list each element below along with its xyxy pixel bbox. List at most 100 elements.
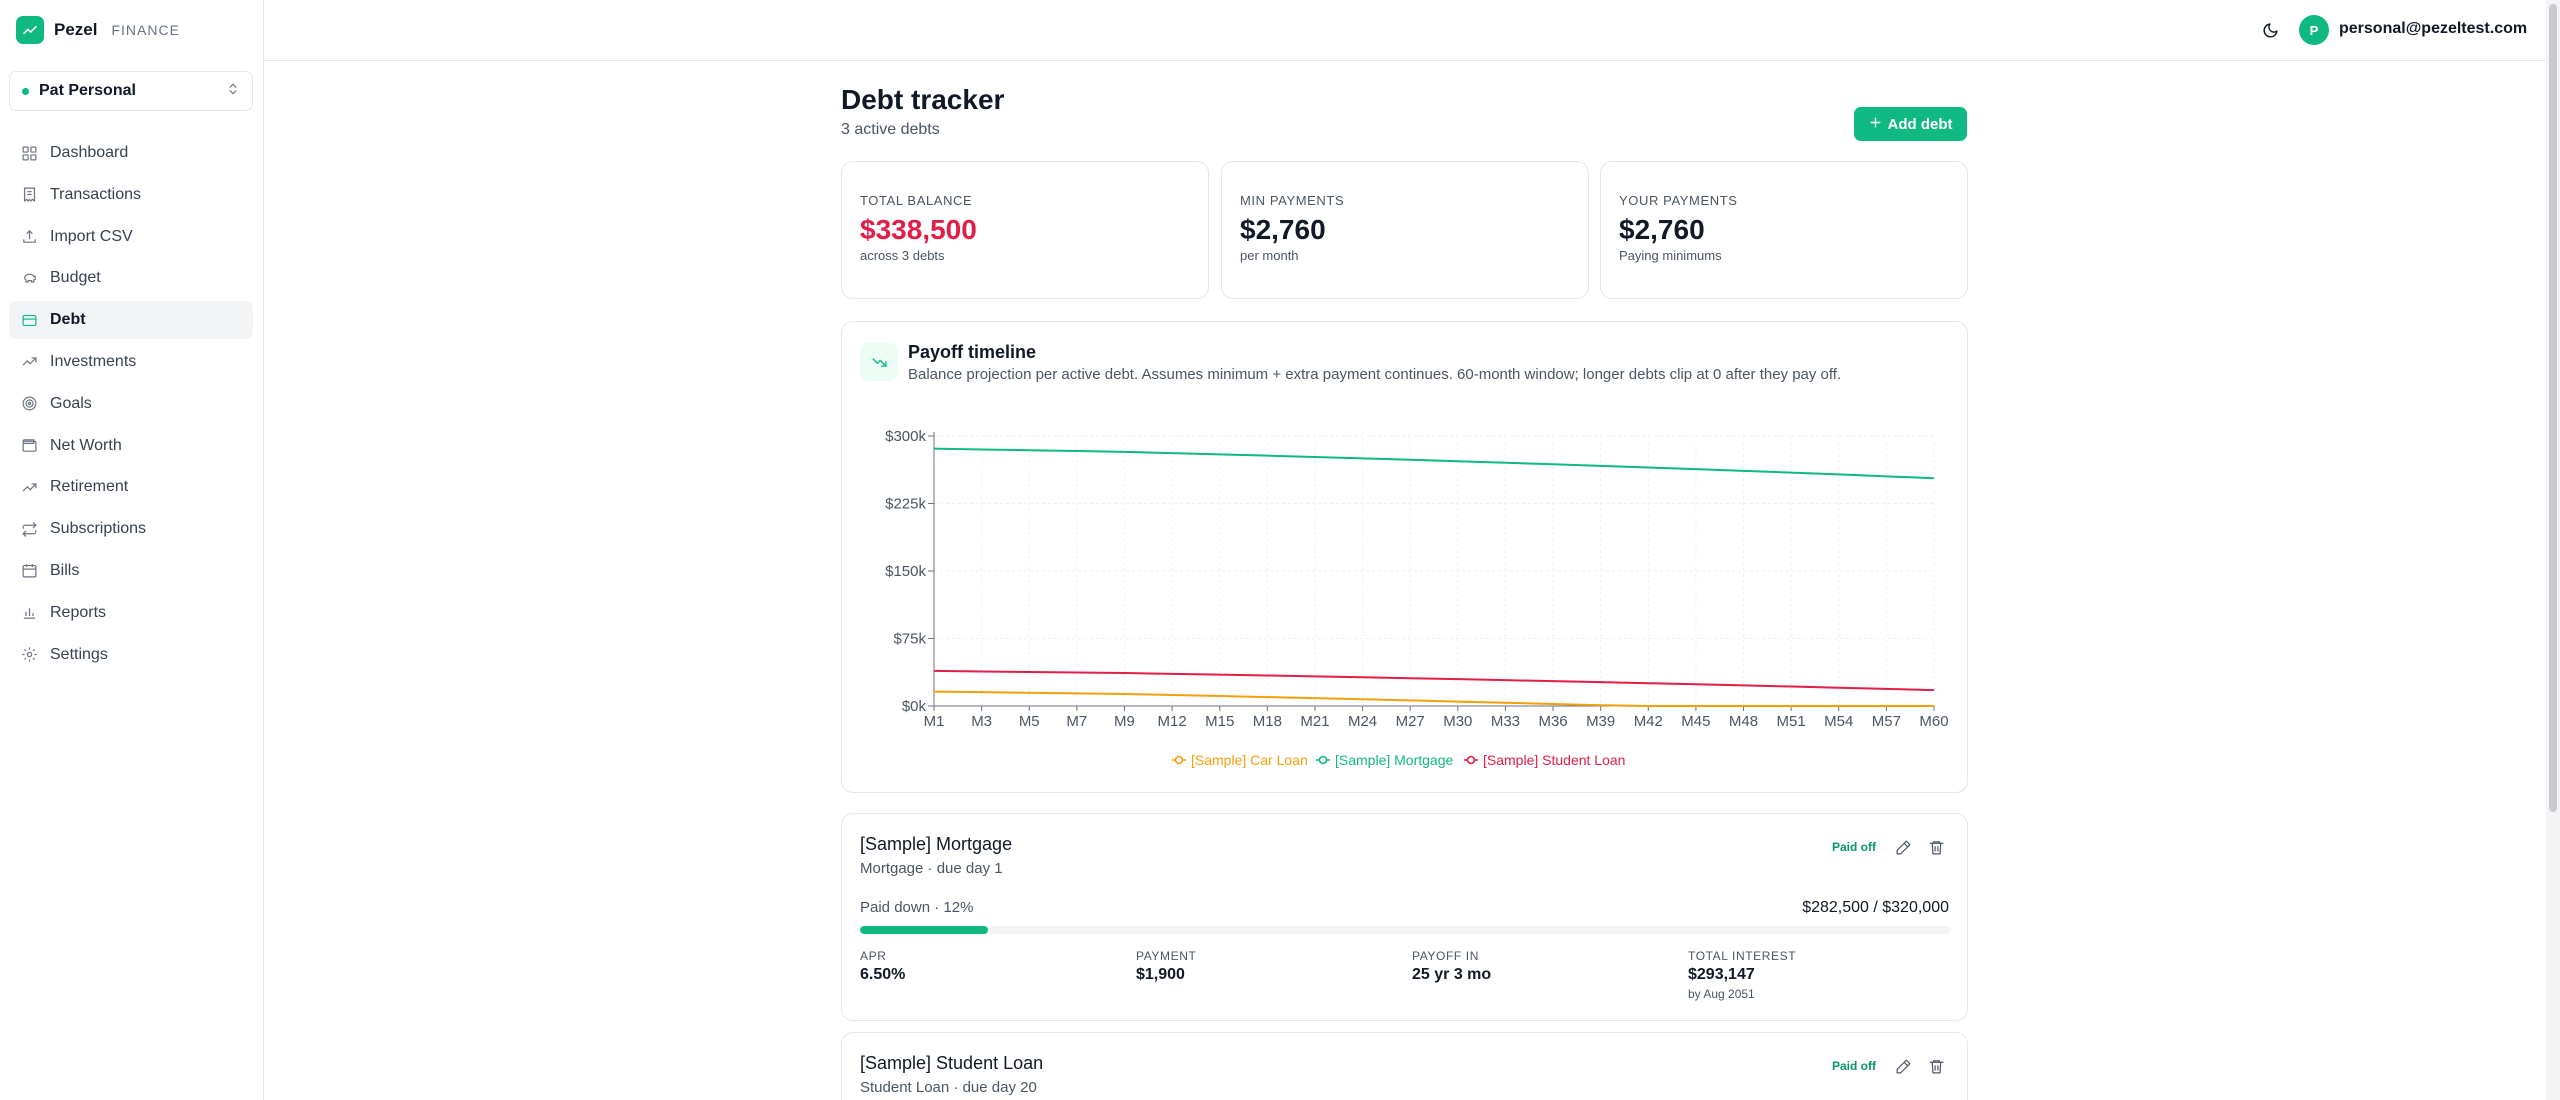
metric-label: TOTAL INTEREST <box>1688 949 1797 963</box>
sidebar-item-import-csv[interactable]: Import CSV <box>9 218 253 256</box>
x-tick-label: M45 <box>1681 713 1710 730</box>
sidebar-item-label: Goals <box>50 394 92 412</box>
legend-label: [Sample] Car Loan <box>1191 752 1308 768</box>
metric-value: 6.50% <box>860 966 906 983</box>
trash-icon[interactable] <box>1925 1055 1947 1077</box>
stat-label: MIN PAYMENTS <box>1240 193 1345 208</box>
x-tick-label: M57 <box>1872 713 1901 730</box>
calendar-icon <box>20 562 38 580</box>
profile-selector[interactable]: Pat Personal <box>9 71 253 111</box>
debt-card-mortgage: [Sample] Mortgage Mortgage · due day 1 P… <box>841 813 1968 1021</box>
metric-note: by Aug 2051 <box>1688 987 1755 1001</box>
sidebar-item-investments[interactable]: Investments <box>9 343 253 381</box>
x-tick-label: M27 <box>1396 713 1425 730</box>
x-tick-label: M36 <box>1538 713 1567 730</box>
sidebar-item-settings[interactable]: Settings <box>9 636 253 674</box>
balance-amounts: $282,500 / $320,000 <box>1802 899 1949 916</box>
metric-label: PAYOFF IN <box>1412 949 1479 963</box>
stat-card-min-payments: MIN PAYMENTS $2,760 per month <box>1221 161 1589 299</box>
piggy-bank-icon <box>20 269 38 287</box>
legend-label: [Sample] Mortgage <box>1335 752 1453 768</box>
status-badge[interactable]: Paid off <box>1832 1059 1876 1073</box>
brand-logo-icon <box>16 16 44 44</box>
sidebar-nav: Dashboard Transactions Import CSV Budget… <box>9 134 253 677</box>
sidebar-item-label: Settings <box>50 645 108 663</box>
sidebar-item-transactions[interactable]: Transactions <box>9 176 253 214</box>
sidebar-item-label: Budget <box>50 269 101 287</box>
stat-note: Paying minimums <box>1619 248 1722 263</box>
sidebar-item-subscriptions[interactable]: Subscriptions <box>9 510 253 548</box>
stat-value: $2,760 <box>1240 214 1326 245</box>
dashboard-icon <box>20 144 38 162</box>
profile-status-dot <box>22 87 29 95</box>
stat-note: across 3 debts <box>860 248 945 263</box>
debt-card-student-loan: [Sample] Student Loan Student Loan · due… <box>841 1032 1968 1100</box>
scrollbar-thumb[interactable] <box>2549 4 2557 812</box>
brand[interactable]: Pezel FINANCE <box>0 0 263 60</box>
credit-card-icon <box>20 311 38 329</box>
upload-icon <box>20 228 38 246</box>
metric-label: APR <box>860 949 887 963</box>
sidebar-item-label: Subscriptions <box>50 520 147 538</box>
x-tick-label: M12 <box>1158 713 1187 730</box>
stat-card-total-balance: TOTAL BALANCE $338,500 across 3 debts <box>841 161 1209 299</box>
debt-type: Student Loan · due day 20 <box>860 1079 1037 1096</box>
top-bar: P personal@pezeltest.com <box>264 0 2546 61</box>
stat-note: per month <box>1240 248 1299 263</box>
x-tick-label: M33 <box>1491 713 1520 730</box>
plus-icon <box>1869 116 1882 133</box>
x-tick-label: M39 <box>1586 713 1615 730</box>
avatar[interactable]: P <box>2299 15 2329 45</box>
metric-payoff-in: PAYOFF IN 25 yr 3 mo <box>1412 949 1491 984</box>
trash-icon[interactable] <box>1925 836 1947 858</box>
page-subtitle: 3 active debts <box>841 121 940 138</box>
scrollbar[interactable] <box>2546 0 2560 1100</box>
pencil-icon[interactable] <box>1892 1055 1914 1077</box>
sidebar-item-bills[interactable]: Bills <box>9 552 253 590</box>
x-tick-label: M21 <box>1300 713 1329 730</box>
metric-payment: PAYMENT $1,900 <box>1136 949 1196 984</box>
x-tick-label: M9 <box>1114 713 1135 730</box>
status-badge[interactable]: Paid off <box>1832 840 1876 854</box>
y-tick-label: $225k <box>885 496 926 513</box>
sidebar-item-label: Bills <box>50 561 80 579</box>
trending-up-icon <box>20 478 38 496</box>
brand-name: Pezel <box>54 20 98 39</box>
receipt-icon <box>20 186 38 204</box>
x-tick-label: M60 <box>1919 713 1948 730</box>
sidebar-item-reports[interactable]: Reports <box>9 594 253 632</box>
stat-label: YOUR PAYMENTS <box>1619 193 1738 208</box>
series-line-1 <box>933 447 1935 480</box>
payoff-timeline-chart: $0k $75k $150k $225k $300k M1 M3 M5 M7 M9 M12 M15 M1… <box>885 428 1948 768</box>
sidebar-item-dashboard[interactable]: Dashboard <box>9 134 253 172</box>
x-tick-label: M51 <box>1777 713 1806 730</box>
metric-value: $293,147 <box>1688 966 1755 983</box>
gear-icon <box>20 646 38 664</box>
wallet-icon <box>20 437 38 455</box>
brand-subtitle: FINANCE <box>111 22 180 38</box>
sidebar-item-goals[interactable]: Goals <box>9 385 253 423</box>
sidebar-item-debt[interactable]: Debt <box>9 301 253 340</box>
sidebar-item-retirement[interactable]: Retirement <box>9 468 253 506</box>
stat-label: TOTAL BALANCE <box>860 193 973 208</box>
x-tick-label: M7 <box>1066 713 1087 730</box>
y-tick-label: $150k <box>885 563 926 580</box>
metric-value: $1,900 <box>1136 966 1185 983</box>
x-tick-label: M1 <box>924 713 945 730</box>
user-email[interactable]: personal@pezeltest.com <box>2339 20 2528 37</box>
x-tick-label: M5 <box>1019 713 1040 730</box>
sidebar-item-budget[interactable]: Budget <box>9 259 253 297</box>
y-tick-label: $0k <box>902 698 927 715</box>
stat-value: $338,500 <box>860 214 977 245</box>
series-line-2 <box>933 669 1935 692</box>
chart-title: Payoff timeline <box>908 342 1037 362</box>
sidebar-item-label: Retirement <box>50 478 129 496</box>
add-debt-label: Add debt <box>1887 115 1953 133</box>
sidebar-item-net-worth[interactable]: Net Worth <box>9 427 253 465</box>
y-tick-label: $300k <box>885 428 926 445</box>
moon-icon[interactable] <box>2258 18 2282 42</box>
pencil-icon[interactable] <box>1892 836 1914 858</box>
add-debt-button[interactable]: Add debt <box>1854 107 1967 141</box>
chevron-up-down-icon <box>226 82 240 101</box>
debt-name: [Sample] Mortgage <box>860 834 1013 854</box>
